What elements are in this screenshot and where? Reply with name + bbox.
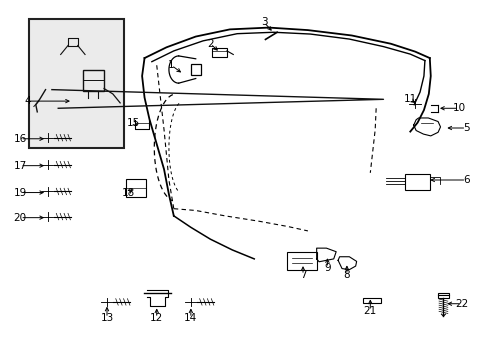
Text: 9: 9 (324, 263, 330, 273)
Text: 11: 11 (403, 94, 416, 104)
Bar (287, 252, 316, 270)
Text: 18: 18 (122, 188, 135, 198)
Text: 17: 17 (14, 161, 27, 171)
Text: 22: 22 (454, 299, 467, 309)
Text: 12: 12 (150, 313, 163, 323)
Bar (29, 19, 124, 148)
Text: 20: 20 (14, 213, 27, 222)
Text: 7: 7 (299, 270, 305, 280)
Text: 5: 5 (462, 123, 468, 133)
Text: 4: 4 (24, 96, 31, 106)
Bar (82, 69, 104, 91)
Text: 15: 15 (126, 118, 140, 128)
Bar (190, 64, 200, 75)
Bar (363, 298, 380, 303)
Text: 21: 21 (363, 306, 376, 316)
Bar (126, 179, 146, 197)
Text: 2: 2 (206, 39, 213, 49)
Text: 19: 19 (14, 188, 27, 198)
Text: 6: 6 (462, 175, 468, 185)
Bar (437, 293, 448, 298)
Text: 3: 3 (260, 17, 267, 27)
Text: 16: 16 (14, 134, 27, 144)
Text: 10: 10 (451, 103, 465, 113)
Text: 13: 13 (100, 313, 113, 323)
Bar (212, 48, 226, 57)
Bar (405, 174, 429, 190)
Text: 8: 8 (343, 270, 349, 280)
Text: 14: 14 (184, 313, 197, 323)
Text: 1: 1 (168, 60, 174, 70)
